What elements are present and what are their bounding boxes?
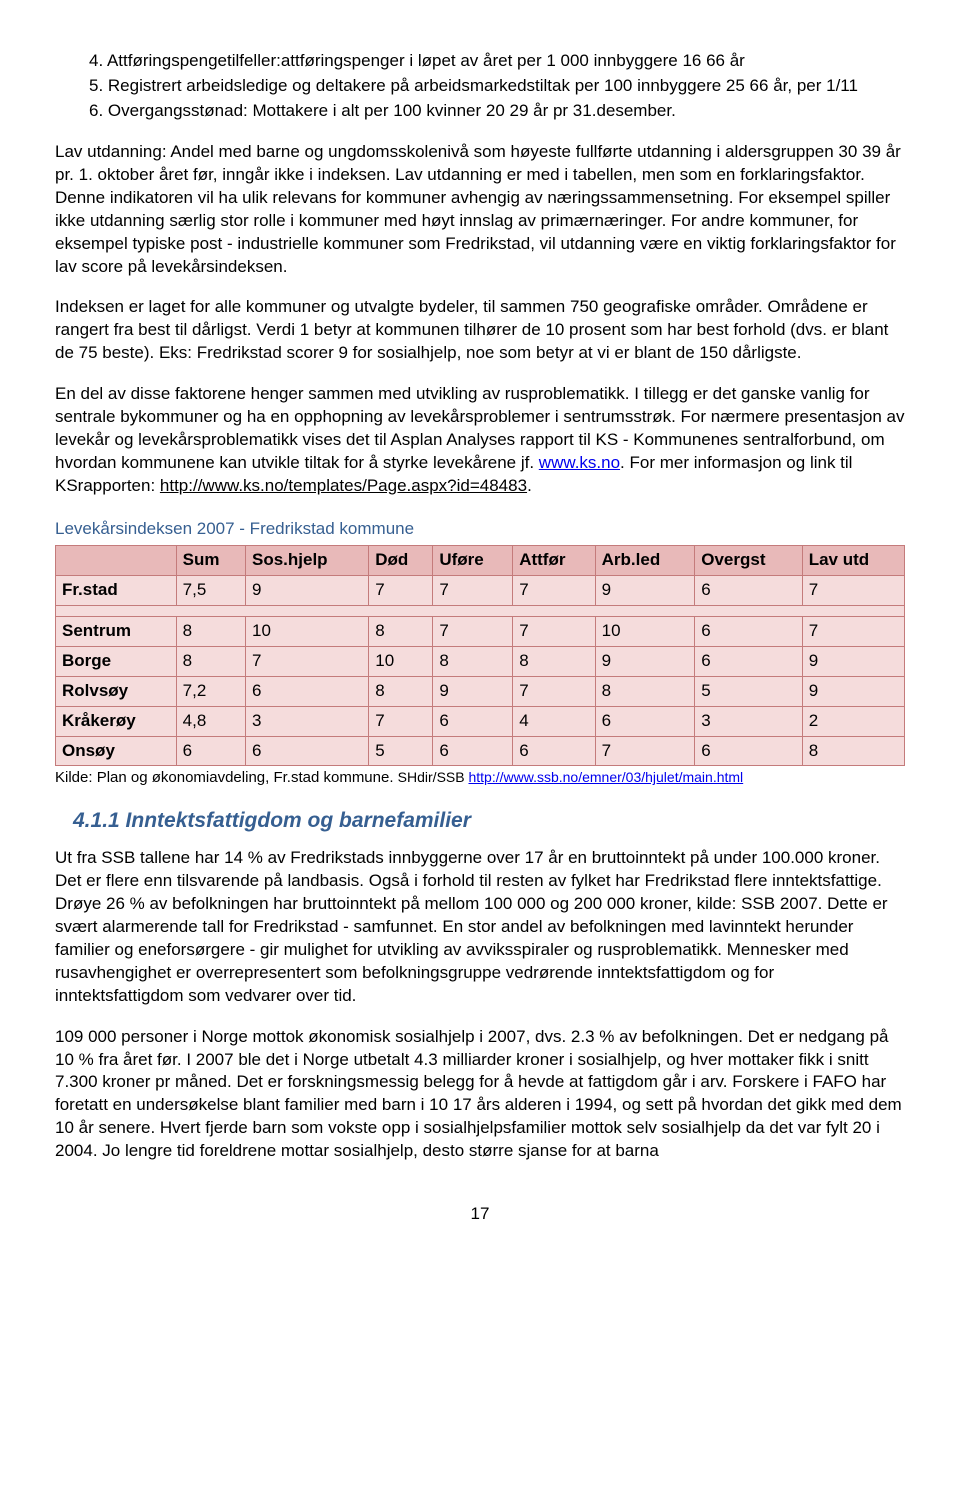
page-number: 17 <box>55 1203 905 1226</box>
cell: 8 <box>595 676 695 706</box>
cell: 9 <box>595 575 695 605</box>
cell: 7 <box>246 646 369 676</box>
cell: 6 <box>695 646 802 676</box>
cell: 8 <box>433 646 513 676</box>
row-label: Onsøy <box>56 736 177 766</box>
cell: 9 <box>802 676 904 706</box>
cell: 5 <box>695 676 802 706</box>
table-source: Kilde: Plan og økonomiavdeling, Fr.stad … <box>55 768 905 788</box>
cell: 7 <box>433 575 513 605</box>
cell: 4 <box>513 706 595 736</box>
link-ssb[interactable]: http://www.ssb.no/emner/03/hjulet/main.h… <box>468 769 743 785</box>
col-header-ufore: Uføre <box>433 545 513 575</box>
row-label: Sentrum <box>56 616 177 646</box>
cell: 3 <box>695 706 802 736</box>
link-ks-rapport[interactable]: http://www.ks.no/templates/Page.aspx?id=… <box>160 476 527 495</box>
table-row: Borge 8 7 10 8 8 9 6 9 <box>56 646 905 676</box>
cell: 6 <box>246 676 369 706</box>
list-item-4: 4. Attføringspengetilfeller:attføringspe… <box>55 50 905 73</box>
col-header-overgst: Overgst <box>695 545 802 575</box>
row-label: Kråkerøy <box>56 706 177 736</box>
cell: 9 <box>802 646 904 676</box>
col-header-arbled: Arb.led <box>595 545 695 575</box>
cell: 8 <box>513 646 595 676</box>
cell: 7 <box>369 706 433 736</box>
table-row: Onsøy 6 6 5 6 6 7 6 8 <box>56 736 905 766</box>
cell: 8 <box>369 616 433 646</box>
cell: 6 <box>433 706 513 736</box>
cell: 9 <box>595 646 695 676</box>
cell: 6 <box>695 575 802 605</box>
link-ks-no[interactable]: www.ks.no <box>539 453 620 472</box>
cell: 8 <box>369 676 433 706</box>
cell: 6 <box>695 736 802 766</box>
cell: 7,5 <box>176 575 245 605</box>
col-header-sum: Sum <box>176 545 245 575</box>
cell: 8 <box>176 616 245 646</box>
table-row: Sentrum 8 10 8 7 7 10 6 7 <box>56 616 905 646</box>
table-header-row: Sum Sos.hjelp Død Uføre Attfør Arb.led O… <box>56 545 905 575</box>
paragraph-lav-utdanning: Lav utdanning: Andel med barne og ungdom… <box>55 141 905 279</box>
paragraph-faktorer: En del av disse faktorene henger sammen … <box>55 383 905 498</box>
cell: 8 <box>802 736 904 766</box>
row-label: Fr.stad <box>56 575 177 605</box>
ordered-list: 4. Attføringspengetilfeller:attføringspe… <box>55 50 905 123</box>
cell: 7 <box>513 616 595 646</box>
cell: 6 <box>513 736 595 766</box>
table-row: Fr.stad 7,5 9 7 7 7 9 6 7 <box>56 575 905 605</box>
cell: 6 <box>433 736 513 766</box>
subsection-heading: 4.1.1 Inntektsfattigdom og barnefamilier <box>55 807 905 835</box>
cell: 7 <box>802 575 904 605</box>
paragraph-sosialhjelp: 109 000 personer i Norge mottok økonomis… <box>55 1026 905 1164</box>
paragraph-indeksen: Indeksen er laget for alle kommuner og u… <box>55 296 905 365</box>
col-header-attfor: Attfør <box>513 545 595 575</box>
list-item-5: 5. Registrert arbeidsledige og deltakere… <box>55 75 905 98</box>
text-fragment: . <box>527 476 532 495</box>
row-label: Borge <box>56 646 177 676</box>
cell: 4,8 <box>176 706 245 736</box>
cell: 6 <box>176 736 245 766</box>
cell: 7 <box>802 616 904 646</box>
list-item-6: 6. Overgangsstønad: Mottakere i alt per … <box>55 100 905 123</box>
cell: 5 <box>369 736 433 766</box>
cell: 7 <box>433 616 513 646</box>
cell: 6 <box>246 736 369 766</box>
cell: 9 <box>246 575 369 605</box>
table-blank-row <box>56 605 905 616</box>
cell: 6 <box>595 706 695 736</box>
table-row: Kråkerøy 4,8 3 7 6 4 6 3 2 <box>56 706 905 736</box>
source-text: Kilde: Plan og økonomiavdeling, Fr.stad … <box>55 769 398 786</box>
cell: 3 <box>246 706 369 736</box>
cell: 7 <box>513 676 595 706</box>
cell: 7 <box>513 575 595 605</box>
cell: 10 <box>595 616 695 646</box>
col-header-dod: Død <box>369 545 433 575</box>
cell: 9 <box>433 676 513 706</box>
paragraph-inntektsfattigdom: Ut fra SSB tallene har 14 % av Fredrikst… <box>55 847 905 1008</box>
cell: 7,2 <box>176 676 245 706</box>
cell: 2 <box>802 706 904 736</box>
levekaar-table: Sum Sos.hjelp Død Uføre Attfør Arb.led O… <box>55 545 905 767</box>
table-title: Levekårsindeksen 2007 - Fredrikstad komm… <box>55 518 905 541</box>
cell: 7 <box>369 575 433 605</box>
cell: 10 <box>246 616 369 646</box>
source-text-small: SHdir/SSB <box>398 769 469 785</box>
col-header-soshjelp: Sos.hjelp <box>246 545 369 575</box>
col-header-lavutd: Lav utd <box>802 545 904 575</box>
table-row: Rolvsøy 7,2 6 8 9 7 8 5 9 <box>56 676 905 706</box>
cell: 10 <box>369 646 433 676</box>
cell: 7 <box>595 736 695 766</box>
cell: 8 <box>176 646 245 676</box>
col-header-blank <box>56 545 177 575</box>
row-label: Rolvsøy <box>56 676 177 706</box>
cell: 6 <box>695 616 802 646</box>
